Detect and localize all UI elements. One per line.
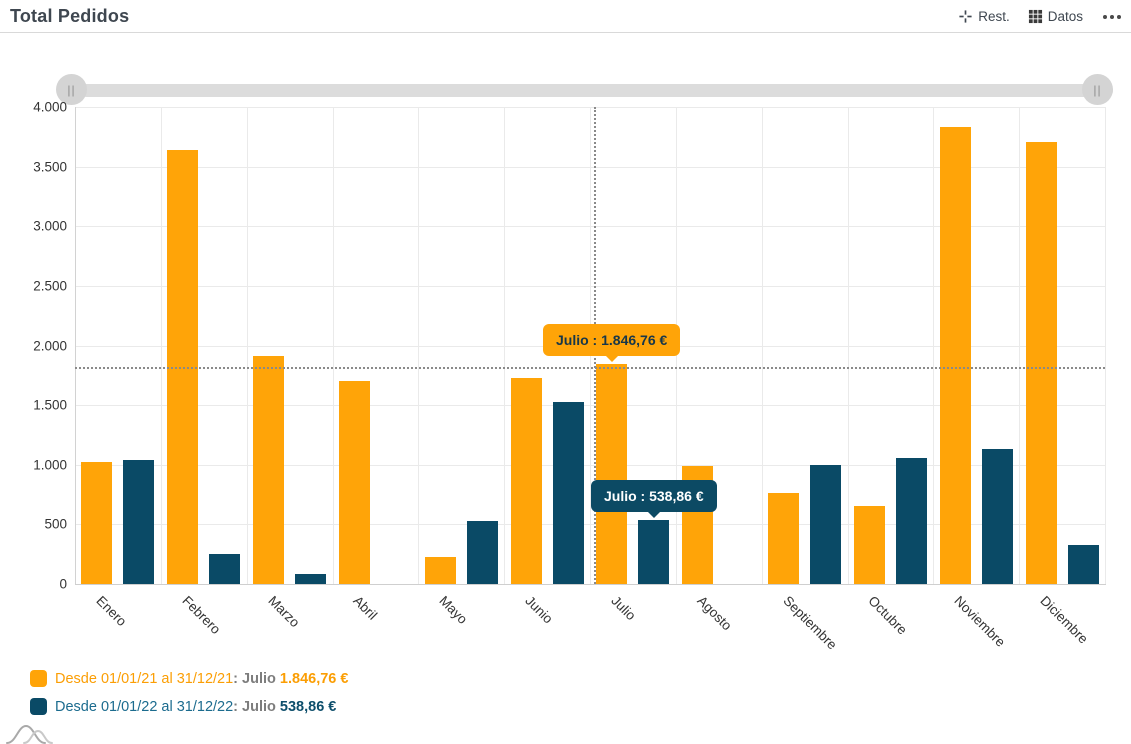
- bar-s2-octubre[interactable]: [895, 457, 927, 584]
- legend-range-2021: Desde 01/01/21 al 31/12/21: [55, 670, 234, 687]
- x-gridline: [1105, 107, 1106, 584]
- x-axis-month-label: Mayo: [436, 593, 471, 627]
- y-axis-tick-label: 1.500: [33, 397, 67, 413]
- x-axis-month-label: Septiembre: [779, 593, 840, 653]
- bar-s2-febrero[interactable]: [209, 554, 241, 584]
- bar-s1-abril[interactable]: [338, 381, 370, 584]
- bar-s2-marzo[interactable]: [295, 573, 327, 584]
- reset-crosshair-icon: [958, 9, 973, 24]
- bar-s1-noviembre[interactable]: [939, 126, 971, 584]
- bar-s2-julio[interactable]: [638, 519, 670, 584]
- legend-swatch-2022: [30, 698, 47, 715]
- bar-s1-marzo[interactable]: [253, 356, 285, 584]
- x-gridline: [160, 107, 162, 584]
- x-gridline: [761, 107, 763, 584]
- bar-s2-septiembre[interactable]: [810, 464, 842, 584]
- x-axis-line: [75, 584, 1106, 585]
- header-controls: Rest. Datos: [958, 0, 1123, 33]
- legend-swatch-2021: [30, 670, 47, 687]
- x-gridline: [418, 107, 420, 584]
- x-gridline: [246, 107, 248, 584]
- bar-s2-enero[interactable]: [123, 459, 155, 584]
- x-axis-month-label: Octubre: [865, 593, 911, 638]
- y-axis-tick-label: 1.000: [33, 457, 67, 473]
- x-gridline: [504, 107, 506, 584]
- x-axis-month-label: Julio: [608, 593, 639, 624]
- x-gridline: [933, 107, 935, 584]
- x-gridline: [1019, 107, 1021, 584]
- y-axis-tick-label: 4.000: [33, 99, 67, 115]
- x-axis-month-label: Enero: [93, 593, 130, 630]
- legend-item-2021[interactable]: Desde 01/01/21 al 31/12/21: Julio 1.846,…: [30, 670, 348, 687]
- bar-s1-enero[interactable]: [81, 462, 113, 584]
- legend-range-2022: Desde 01/01/22 al 31/12/22: [55, 698, 234, 715]
- bar-s1-julio[interactable]: [596, 363, 628, 584]
- bar-s1-mayo[interactable]: [424, 556, 456, 584]
- range-slider-right-handle[interactable]: ||: [1082, 74, 1113, 105]
- bar-s1-junio[interactable]: [510, 377, 542, 584]
- x-axis-month-label: Noviembre: [951, 593, 1009, 650]
- y-axis-tick-label: 0: [59, 576, 67, 592]
- y-axis-tick-label: 500: [44, 516, 67, 532]
- ellipsis-icon: [1103, 14, 1107, 19]
- x-axis-month-label: Junio: [522, 593, 556, 627]
- x-axis-month-label: Agosto: [694, 593, 735, 634]
- bar-s1-octubre[interactable]: [853, 505, 885, 584]
- x-axis-month-label: Marzo: [264, 593, 303, 631]
- bar-s2-diciembre[interactable]: [1067, 545, 1099, 584]
- bar-s2-mayo[interactable]: [466, 520, 498, 584]
- bar-s2-noviembre[interactable]: [981, 448, 1013, 584]
- more-options-button[interactable]: [1101, 11, 1123, 23]
- grid-table-icon: [1028, 9, 1043, 24]
- legend-month-2022: Julio: [242, 698, 276, 715]
- y-axis-tick-label: 2.500: [33, 278, 67, 294]
- range-slider-track[interactable]: [80, 84, 1113, 97]
- widget-header: Total Pedidos Rest.: [0, 0, 1131, 33]
- range-slider-left-handle[interactable]: ||: [56, 74, 87, 105]
- reset-zoom-label: Rest.: [978, 9, 1010, 24]
- bell-curves-icon[interactable]: [6, 721, 62, 744]
- legend-value-2022: 538,86 €: [279, 698, 337, 715]
- x-axis-month-label: Diciembre: [1037, 593, 1092, 647]
- reset-zoom-button[interactable]: Rest.: [958, 9, 1010, 24]
- y-axis-tick-label: 3.000: [33, 218, 67, 234]
- tooltip-series-2022: Julio : 538,86 €: [591, 480, 717, 512]
- y-axis-line: [75, 107, 76, 584]
- legend-month-2021: Julio: [242, 670, 276, 687]
- y-axis-tick-label: 2.000: [33, 338, 67, 353]
- bar-s1-septiembre[interactable]: [768, 493, 800, 584]
- bar-s2-junio[interactable]: [552, 402, 584, 584]
- y-axis-tick-label: 3.500: [33, 159, 67, 175]
- x-axis-month-label: Abril: [350, 593, 381, 623]
- data-table-label: Datos: [1047, 9, 1083, 24]
- x-gridline: [332, 107, 334, 584]
- data-table-button[interactable]: Datos: [1028, 9, 1083, 24]
- legend-value-2021: 1.846,76 €: [279, 670, 349, 687]
- legend-item-2022[interactable]: Desde 01/01/22 al 31/12/22: Julio 538,86…: [30, 698, 336, 715]
- x-gridline: [847, 107, 849, 584]
- crosshair-horizontal-line: [75, 366, 1105, 369]
- tooltip-series-2021: Julio : 1.846,76 €: [543, 324, 681, 356]
- page-title: Total Pedidos: [10, 5, 130, 26]
- x-axis-month-label: Febrero: [179, 593, 224, 638]
- bar-s1-diciembre[interactable]: [1025, 141, 1057, 584]
